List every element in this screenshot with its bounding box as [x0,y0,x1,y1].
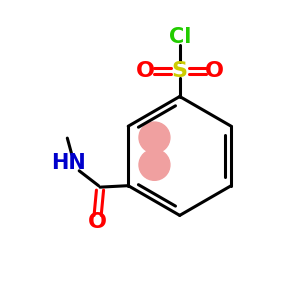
Text: S: S [172,61,188,81]
Text: O: O [88,212,107,232]
Text: O: O [136,61,155,81]
Text: O: O [204,61,224,81]
Text: HN: HN [51,153,86,173]
Circle shape [139,149,170,180]
Circle shape [139,122,170,153]
Text: Cl: Cl [169,27,191,47]
